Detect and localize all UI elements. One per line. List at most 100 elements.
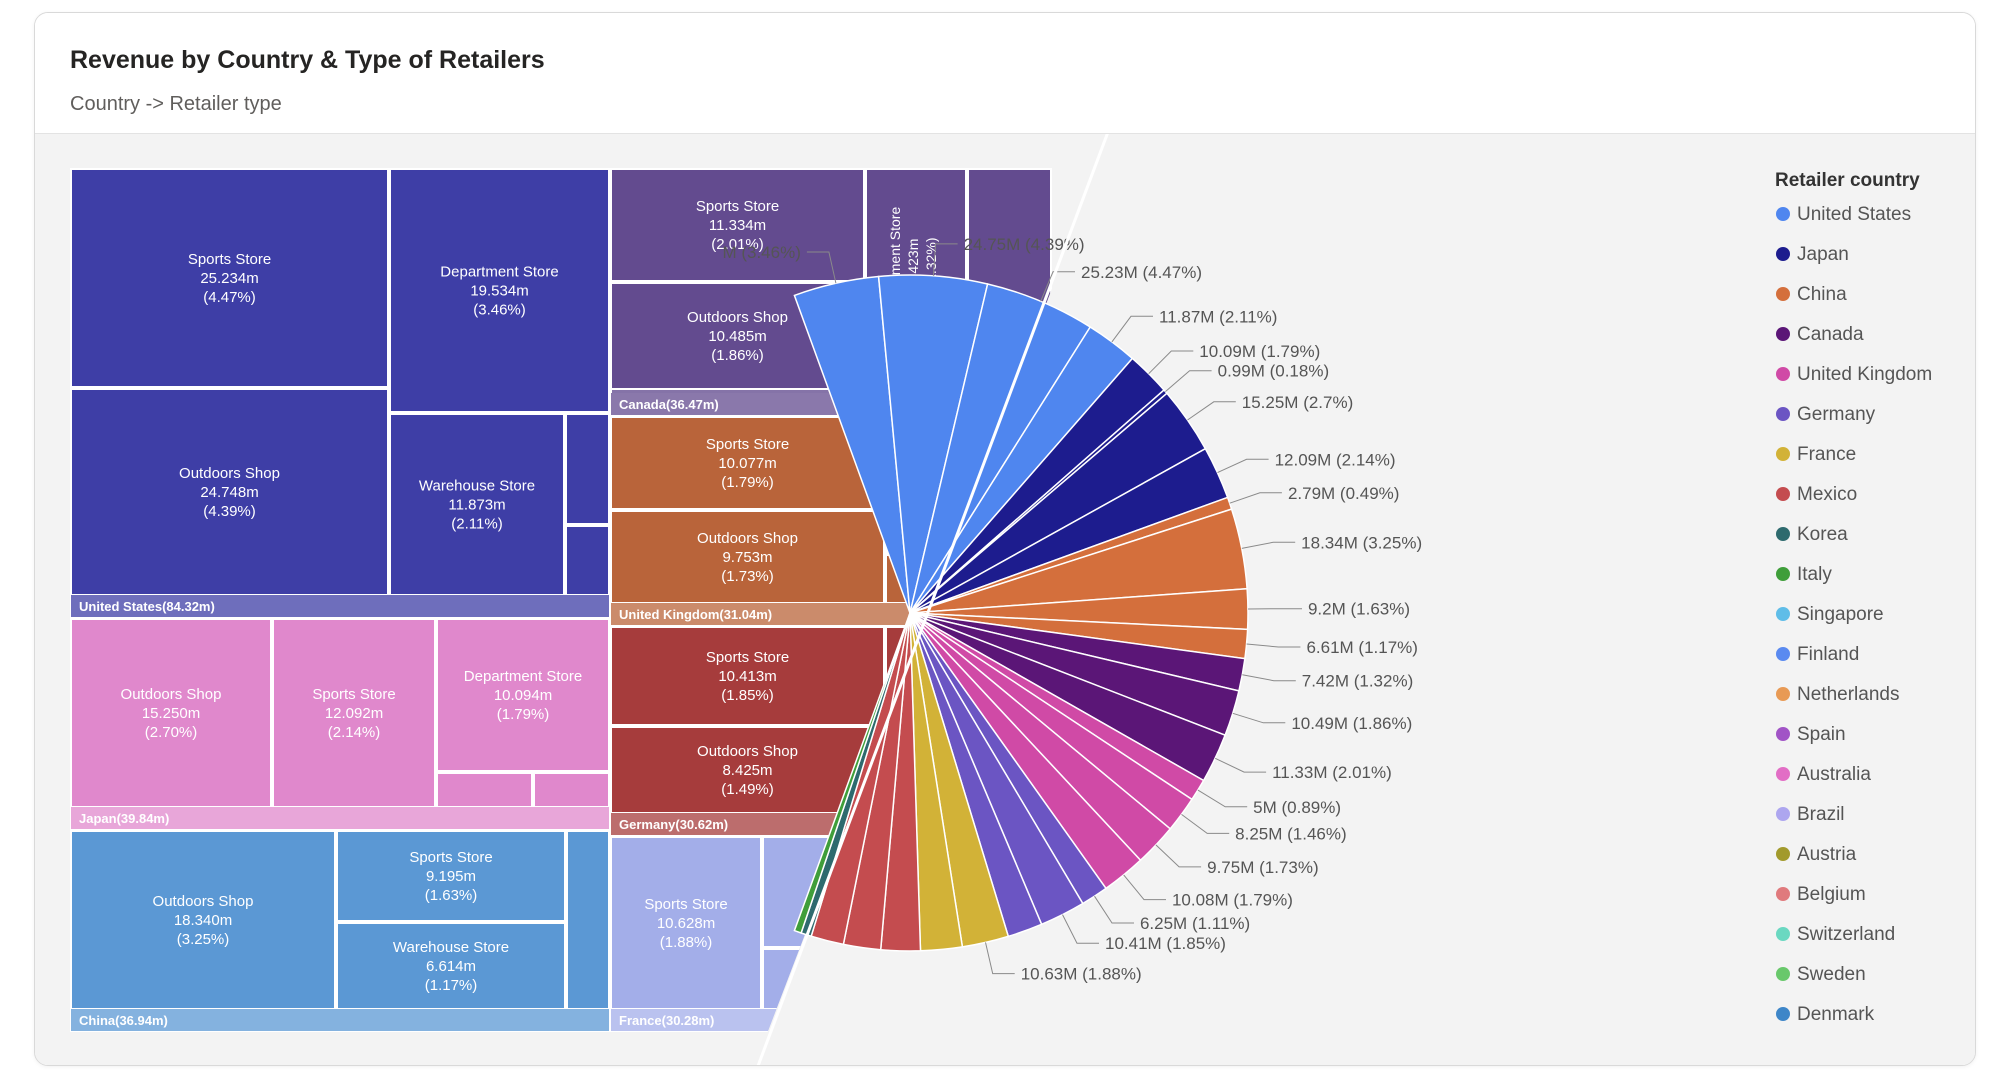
treemap-group-japan: Outdoors Shop 15.250m (2.70%) Sports Store 1… (70, 618, 610, 830)
legend-swatch (1776, 687, 1790, 701)
legend-item-canada[interactable]: Canada (1776, 324, 1864, 345)
tile-pct: (3.25%) (177, 931, 230, 948)
pie-data-label: 9.2M (1.63%) (1308, 600, 1410, 619)
legend-swatch (1776, 1007, 1790, 1021)
legend-item-singapore[interactable]: Singapore (1776, 604, 1884, 625)
legend-label: Korea (1797, 524, 1848, 545)
legend-label: Spain (1797, 724, 1846, 745)
treemap-tile[interactable] (70, 388, 389, 596)
tile-value: 15.250m (142, 705, 200, 722)
legend-title: Retailer country (1775, 170, 1920, 191)
treemap-tile[interactable] (70, 168, 389, 388)
tile-pct: (4.47%) (203, 289, 256, 306)
treemap-tile[interactable] (610, 510, 885, 604)
pie-leader-line (1246, 643, 1301, 648)
pie-data-label: 10.41M (1.85%) (1105, 934, 1226, 953)
tile-name: Sports Store (644, 896, 727, 913)
legend-item-germany[interactable]: Germany (1776, 404, 1876, 425)
pie-data-label: 10.49M (1.86%) (1291, 714, 1412, 733)
legend-swatch (1776, 607, 1790, 621)
legend-swatch (1776, 247, 1790, 261)
legend-item-mexico[interactable]: Mexico (1776, 484, 1857, 505)
legend-label: China (1797, 284, 1847, 305)
tile-value: 10.077m (718, 455, 776, 472)
legend-item-united-kingdom[interactable]: United Kingdom (1776, 364, 1932, 385)
legend-item-finland[interactable]: Finland (1776, 644, 1859, 665)
treemap-tile[interactable] (70, 618, 272, 808)
tile-name: Outdoors Shop (153, 893, 254, 910)
treemap-tile[interactable] (610, 416, 885, 510)
tile-name: Sports Store (409, 849, 492, 866)
legend-label: Austria (1797, 844, 1857, 865)
tile-pct: (2.14%) (328, 724, 381, 741)
treemap-tile[interactable] (610, 168, 865, 282)
treemap-tile[interactable] (565, 525, 610, 596)
legend-swatch (1776, 487, 1790, 501)
tile-name: Sports Store (706, 649, 789, 666)
pie-data-label: 2.79M (0.49%) (1288, 484, 1400, 503)
chart-header: Revenue by Country & Type of Retailers C… (35, 13, 1975, 134)
pie-data-label: 15.25M (2.7%) (1242, 393, 1354, 412)
legend-item-denmark[interactable]: Denmark (1776, 1004, 1875, 1025)
legend-item-france[interactable]: France (1776, 444, 1856, 465)
tile-name: Department Store (464, 668, 582, 685)
legend-item-sweden[interactable]: Sweden (1776, 964, 1866, 985)
pie-data-label: 7.42M (1.32%) (1302, 672, 1414, 691)
tile-value: 19.534m (470, 283, 528, 300)
treemap-tile[interactable] (436, 618, 610, 772)
legend-label: Singapore (1797, 604, 1884, 625)
legend-swatch (1776, 567, 1790, 581)
treemap-tile[interactable] (436, 772, 533, 808)
tile-pct: (1.88%) (660, 934, 713, 951)
treemap-tile[interactable] (565, 413, 610, 525)
treemap-tile[interactable] (610, 626, 885, 726)
legend-swatch (1776, 287, 1790, 301)
tile-value: 9.195m (426, 868, 476, 885)
tile-pct: (2.11%) (451, 516, 502, 533)
tile-name: Sports Store (706, 436, 789, 453)
pie-leader-line (1148, 350, 1194, 375)
legend-swatch (1776, 447, 1790, 461)
legend-item-switzerland[interactable]: Switzerland (1776, 924, 1895, 945)
treemap-tile[interactable] (566, 830, 610, 1010)
treemap-tile[interactable] (70, 830, 336, 1010)
legend-item-spain[interactable]: Spain (1776, 724, 1846, 745)
legend-item-belgium[interactable]: Belgium (1776, 884, 1866, 905)
legend-item-austria[interactable]: Austria (1776, 844, 1857, 865)
legend-item-china[interactable]: China (1776, 284, 1847, 305)
chart-title: Revenue by Country & Type of Retailers (70, 46, 545, 74)
legend-swatch (1776, 887, 1790, 901)
legend-item-brazil[interactable]: Brazil (1776, 804, 1845, 825)
treemap-tile[interactable] (533, 772, 610, 808)
pie-leader-line (1123, 874, 1166, 901)
legend-swatch (1776, 407, 1790, 421)
legend-item-united-states[interactable]: United States (1776, 204, 1911, 225)
treemap-tile[interactable] (389, 168, 610, 413)
legend-label: Netherlands (1797, 684, 1899, 705)
legend-label: Denmark (1797, 1004, 1875, 1025)
pie-slice[interactable] (793, 612, 911, 934)
legend-item-korea[interactable]: Korea (1776, 524, 1848, 545)
treemap-tile[interactable] (762, 948, 1052, 1010)
treemap-tile[interactable] (272, 618, 436, 808)
treemap-tile[interactable] (610, 726, 885, 814)
treemap-group-label: Canada(36.47m) (619, 397, 719, 412)
legend-item-netherlands[interactable]: Netherlands (1776, 684, 1899, 705)
pie-data-label: 9.75M (1.73%) (1207, 858, 1319, 877)
legend-item-japan[interactable]: Japan (1776, 244, 1849, 265)
legend-label: Japan (1797, 244, 1849, 265)
treemap-tile[interactable] (336, 922, 566, 1010)
tile-value: 10.628m (657, 915, 715, 932)
legend-swatch (1776, 367, 1790, 381)
pie-data-label: 18.34M (3.25%) (1301, 533, 1422, 552)
treemap-tile[interactable] (336, 830, 566, 922)
legend-swatch (1776, 647, 1790, 661)
pie-leader-line (1217, 458, 1269, 474)
treemap-tile[interactable] (610, 836, 762, 1010)
legend-swatch (1776, 847, 1790, 861)
pie-data-label: 6.25M (1.11%) (1140, 914, 1250, 933)
legend-label: Switzerland (1797, 924, 1895, 945)
pie-data-label: 10.08M (1.79%) (1172, 891, 1293, 910)
legend-item-italy[interactable]: Italy (1776, 564, 1832, 585)
legend-item-australia[interactable]: Australia (1776, 764, 1871, 785)
